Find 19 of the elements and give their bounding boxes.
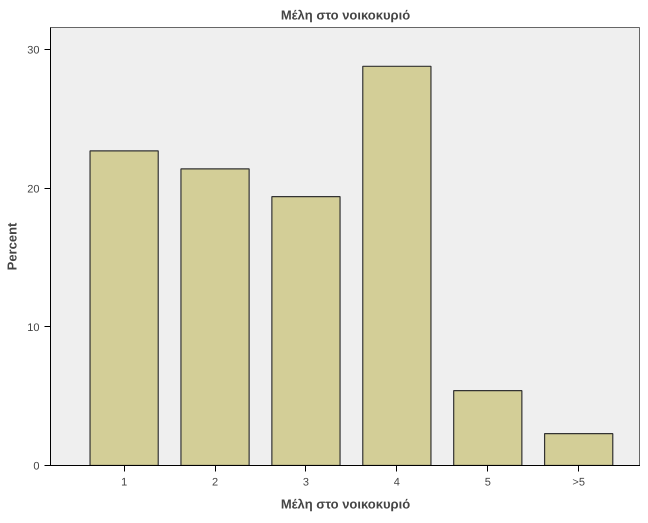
bar	[180, 168, 250, 466]
x-tick-label: 4	[394, 476, 400, 488]
x-tick-label: 3	[302, 476, 310, 488]
y-tick-label: 30	[27, 44, 40, 57]
y-tick-label: 0	[33, 460, 40, 472]
y-tick-label: 10	[27, 322, 40, 334]
bar	[89, 150, 159, 466]
x-tick-label: 2	[212, 476, 218, 488]
y-axis-title: Percent	[4, 222, 20, 270]
x-axis-title: Μέλη στο νοικοκυριό	[280, 496, 410, 512]
x-tick-label: 5	[484, 476, 491, 488]
bar	[362, 66, 432, 466]
bar	[271, 196, 341, 466]
chart-title: Μέλη στο νοικοκυριό	[280, 8, 410, 22]
y-tick-label: 20	[27, 183, 40, 196]
bar	[544, 433, 614, 466]
x-tick-label: >5	[572, 476, 585, 488]
bar	[453, 390, 522, 466]
x-tick-label: 1	[121, 476, 128, 488]
